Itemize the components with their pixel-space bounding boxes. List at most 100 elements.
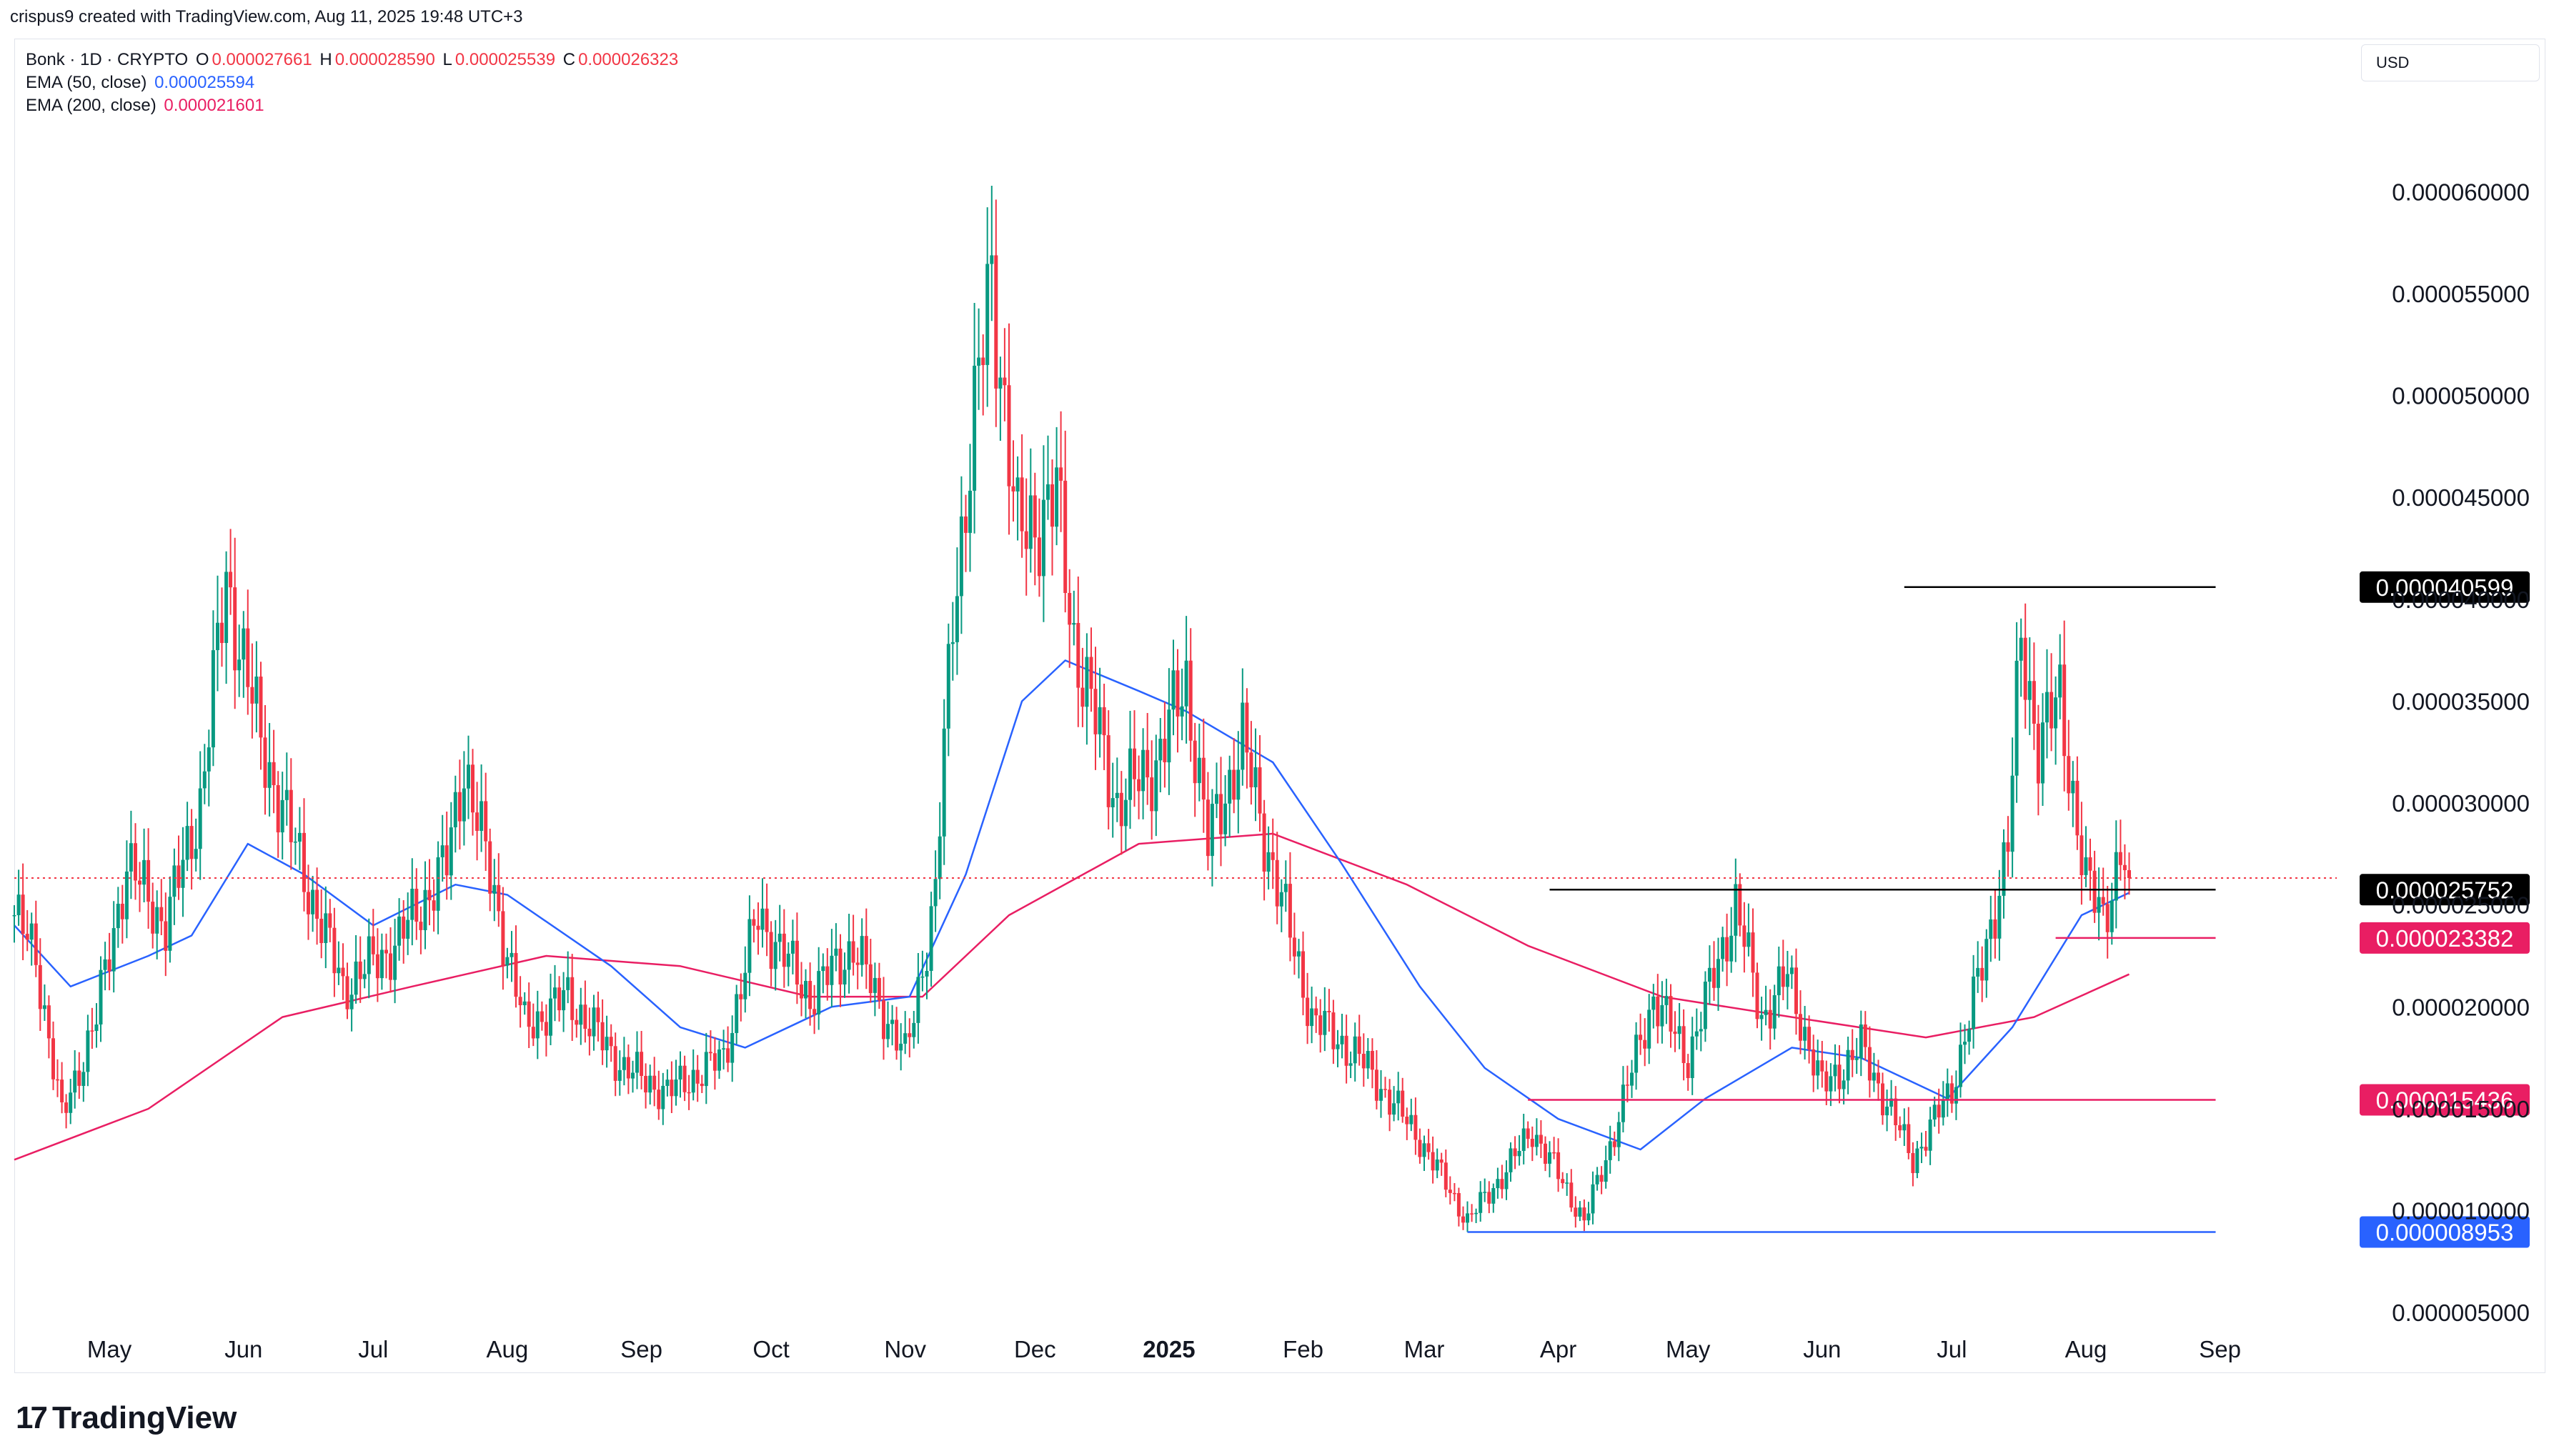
candle-body [1937,1105,1941,1118]
candle-body [2058,664,2062,698]
candle-body [414,889,419,922]
candle-body [1863,1024,1867,1047]
price-tick-label: 0.000015000 [2392,1096,2530,1122]
candle-body [1098,707,1102,734]
candle-body [1854,1058,1859,1060]
candle-body [674,1079,678,1097]
candle-body [760,908,765,930]
candle-body [1110,798,1115,807]
candle-body [782,933,786,967]
candle-body [1007,385,1011,487]
open-label: O [195,50,209,69]
time-tick-label: Oct [752,1336,789,1362]
candle-body [1184,660,1188,707]
candle-body [103,959,107,970]
candle-body [549,998,552,1036]
candle-body [1318,1015,1323,1035]
candle-body [358,961,362,979]
price-tick-label: 0.000045000 [2392,484,2530,511]
candle-body [1223,803,1228,834]
candle-body [2101,897,2105,904]
legend-ema50-row[interactable]: EMA (50, close) 0.000025594 [26,73,257,93]
candle-body [1842,1080,1846,1089]
candle-body [1206,799,1210,857]
candle-body [229,572,233,588]
candle-body [1426,1143,1431,1152]
candle-body [419,922,423,930]
candle-body [164,921,168,951]
candle-body [1915,1148,1919,1173]
candle-body [700,1083,704,1087]
candle-body [1262,813,1266,872]
candle-body [1521,1128,1526,1151]
candle-body [345,976,349,1009]
candle-body [1452,1192,1456,1195]
candle-body [678,1065,682,1079]
candle-body [895,1019,899,1051]
candle-body [444,845,449,876]
candle-body [950,642,955,644]
candle-body [1686,1063,1690,1078]
currency-selector[interactable]: USD [2361,44,2540,81]
candle-body [497,884,501,912]
candle-body [916,977,920,1023]
candle-body [1236,769,1241,800]
candle-body [375,954,379,979]
candle-body [1435,1160,1439,1171]
candle-body [942,728,946,837]
candle-body [393,945,397,980]
candle-body [1470,1213,1474,1215]
legend-symbol-row: Bonk · 1D · CRYPTO O 0.000027661 H 0.00002… [26,50,681,70]
candle-body [1526,1128,1530,1139]
candle-body [1119,792,1123,827]
candle-body [202,771,207,789]
candle-body [1249,752,1253,787]
candle-body [1310,1008,1314,1027]
candle-body [1941,1100,1945,1118]
candle-body [1599,1175,1604,1182]
candle-body [562,990,566,1011]
price-tick-label: 0.000005000 [2392,1300,2530,1326]
candle-body [29,923,34,940]
candle-body [69,1092,73,1113]
legend-ema200-row[interactable]: EMA (200, close) 0.000021601 [26,96,267,116]
candle-body [920,976,925,978]
candle-body [613,1046,617,1081]
candle-body [946,644,950,729]
candle-body [735,994,739,1033]
candle-body [1115,792,1119,799]
candle-body [786,953,790,967]
candle-body [371,936,375,954]
candle-body [1288,884,1292,938]
candle-body [1405,1117,1409,1125]
candle-body [1889,1098,1894,1107]
level-label: 0.000040599 [2376,574,2514,601]
candle-body [2092,870,2097,913]
candle-body [1297,951,1301,957]
candle-body [1781,966,1785,987]
candle-body [1837,1064,1842,1089]
candle-body [315,889,319,919]
candle-body [2088,857,2092,871]
candle-body [1669,996,1673,1032]
candle-body [2084,857,2088,875]
candle-body [1552,1152,1556,1154]
candle-body [1487,1192,1491,1204]
candle-body [362,974,367,979]
tradingview-logo[interactable]: 17 TradingView [16,1400,237,1436]
price-tick-label: 0.000055000 [2392,281,2530,307]
candle-body [670,1079,674,1097]
candle-body [1945,1083,1949,1100]
candle-body [682,1065,687,1092]
candle-body [1885,1107,1889,1116]
symbol-label[interactable]: Bonk · 1D · CRYPTO [26,50,189,69]
candle-body [1820,1060,1824,1072]
low-label: L [442,50,452,69]
candle-body [1586,1213,1591,1221]
candle-body [640,1052,644,1076]
candle-body [1612,1141,1616,1147]
candle-body [2122,864,2127,870]
candle-body [730,1033,735,1063]
level-label-box [2360,922,2530,954]
